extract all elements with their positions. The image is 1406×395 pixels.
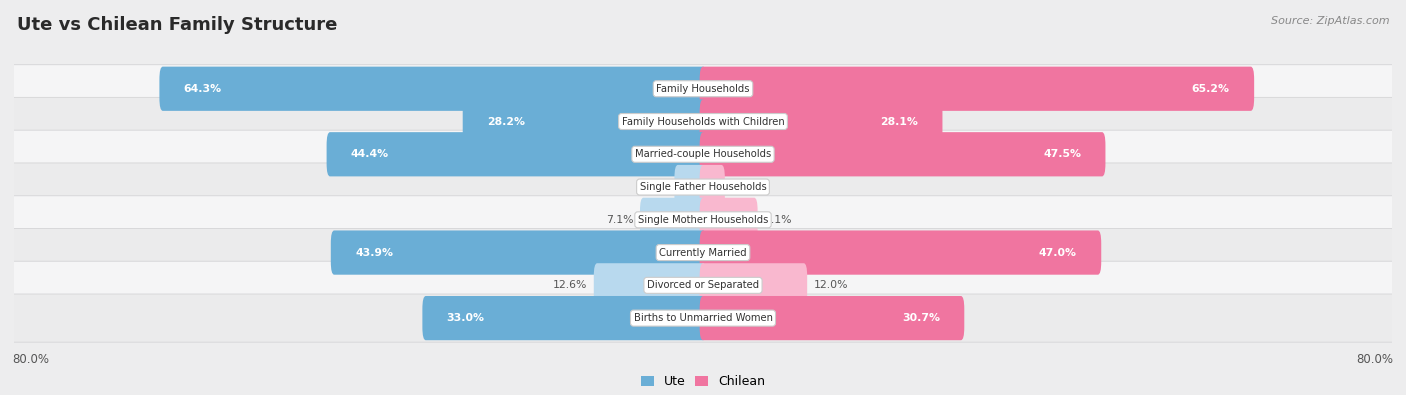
FancyBboxPatch shape: [700, 132, 1105, 177]
Text: 33.0%: 33.0%: [447, 313, 485, 323]
FancyBboxPatch shape: [593, 263, 706, 307]
FancyBboxPatch shape: [700, 67, 1254, 111]
FancyBboxPatch shape: [11, 196, 1395, 244]
Legend: Ute, Chilean: Ute, Chilean: [636, 370, 770, 393]
Text: Currently Married: Currently Married: [659, 248, 747, 258]
FancyBboxPatch shape: [700, 198, 758, 242]
Text: 64.3%: 64.3%: [184, 84, 222, 94]
FancyBboxPatch shape: [11, 130, 1395, 179]
Text: 44.4%: 44.4%: [352, 149, 389, 159]
Text: Births to Unmarried Women: Births to Unmarried Women: [634, 313, 772, 323]
Text: 65.2%: 65.2%: [1192, 84, 1230, 94]
FancyBboxPatch shape: [11, 261, 1395, 309]
Text: 12.6%: 12.6%: [553, 280, 588, 290]
Text: Family Households with Children: Family Households with Children: [621, 117, 785, 126]
FancyBboxPatch shape: [326, 132, 706, 177]
Text: Married-couple Households: Married-couple Households: [636, 149, 770, 159]
FancyBboxPatch shape: [330, 230, 706, 275]
Text: Family Households: Family Households: [657, 84, 749, 94]
FancyBboxPatch shape: [700, 296, 965, 340]
FancyBboxPatch shape: [11, 98, 1395, 146]
Text: Single Mother Households: Single Mother Households: [638, 215, 768, 225]
FancyBboxPatch shape: [11, 65, 1395, 113]
Text: 2.2%: 2.2%: [731, 182, 759, 192]
Text: 47.0%: 47.0%: [1039, 248, 1077, 258]
Text: Source: ZipAtlas.com: Source: ZipAtlas.com: [1271, 16, 1389, 26]
Text: 47.5%: 47.5%: [1043, 149, 1081, 159]
Text: 6.1%: 6.1%: [765, 215, 792, 225]
Text: Single Father Households: Single Father Households: [640, 182, 766, 192]
Text: 12.0%: 12.0%: [814, 280, 848, 290]
FancyBboxPatch shape: [11, 228, 1395, 276]
FancyBboxPatch shape: [675, 165, 706, 209]
FancyBboxPatch shape: [422, 296, 706, 340]
Text: 43.9%: 43.9%: [356, 248, 394, 258]
Text: Divorced or Separated: Divorced or Separated: [647, 280, 759, 290]
FancyBboxPatch shape: [11, 163, 1395, 211]
FancyBboxPatch shape: [700, 263, 807, 307]
FancyBboxPatch shape: [700, 230, 1101, 275]
FancyBboxPatch shape: [159, 67, 706, 111]
Text: 28.1%: 28.1%: [880, 117, 918, 126]
FancyBboxPatch shape: [700, 165, 725, 209]
FancyBboxPatch shape: [640, 198, 706, 242]
Text: 30.7%: 30.7%: [901, 313, 941, 323]
Text: 3.0%: 3.0%: [640, 182, 668, 192]
FancyBboxPatch shape: [11, 294, 1395, 342]
Text: 28.2%: 28.2%: [486, 117, 524, 126]
FancyBboxPatch shape: [463, 100, 706, 144]
Text: Ute vs Chilean Family Structure: Ute vs Chilean Family Structure: [17, 16, 337, 34]
FancyBboxPatch shape: [700, 100, 942, 144]
Text: 7.1%: 7.1%: [606, 215, 633, 225]
